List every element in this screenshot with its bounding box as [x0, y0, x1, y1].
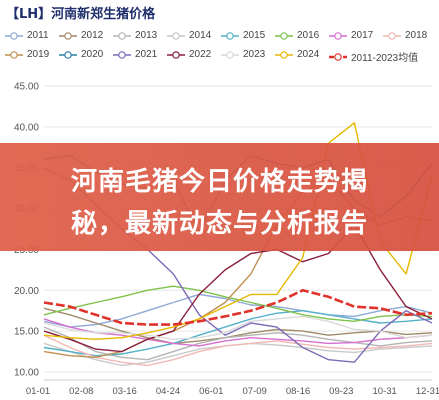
x-tick-label: 10-31: [373, 386, 397, 397]
legend-item: 2015: [220, 30, 265, 41]
headline-line-2: 秘，最新动态与分析报告: [70, 209, 368, 239]
x-tick-label: 03-16: [113, 386, 137, 397]
x-tick-label: 06-01: [199, 386, 223, 397]
legend-item: 2023: [220, 49, 265, 60]
series-line-2011: [43, 293, 433, 328]
x-tick-label: 04-24: [156, 386, 180, 397]
legend-label: 2019: [27, 49, 50, 60]
legend-item: 2013: [112, 30, 157, 41]
x-tick-label: 07-09: [243, 386, 267, 397]
legend-swatch: [275, 31, 293, 40]
legend-swatch: [167, 31, 185, 40]
legend-swatch: [275, 50, 293, 59]
legend-label: 2021: [135, 49, 158, 60]
legend-label: 2011: [27, 30, 49, 41]
x-tick-label: 01-01: [26, 386, 50, 397]
legend-swatch: [113, 31, 131, 40]
legend-swatch: [221, 31, 239, 40]
legend-item: 2024: [274, 49, 319, 60]
x-tick-label: 09-23: [329, 386, 353, 397]
legend-item: 2021: [112, 49, 157, 60]
legend-label: 2024: [297, 49, 320, 60]
legend-item: 2011-2023均值: [328, 49, 418, 64]
series-line-2018: [43, 334, 433, 367]
series-line-2012: [43, 307, 433, 345]
legend-swatch: [5, 50, 23, 59]
x-tick-label: 08-16: [286, 386, 310, 397]
headline-banner: 河南毛猪今日价格走势揭 秘，最新动态与分析报告: [0, 143, 439, 251]
legend-label: 2014: [189, 30, 212, 41]
y-tick-label: 45.00: [14, 82, 39, 93]
legend-swatch: [329, 52, 347, 61]
legend-label: 2018: [405, 30, 428, 41]
legend-item: 2016: [274, 30, 319, 41]
legend-label: 2022: [189, 49, 212, 60]
y-tick-label: 20.00: [14, 286, 39, 297]
legend-label: 2013: [135, 30, 158, 41]
y-tick-label: 15.00: [14, 327, 39, 338]
legend-swatch: [383, 31, 401, 40]
legend-swatch: [59, 31, 77, 40]
headline-line-1: 河南毛猪今日价格走势揭: [70, 167, 368, 197]
legend-swatch: [221, 50, 239, 59]
legend-item: 2022: [166, 49, 211, 60]
series-line-2016: [43, 285, 433, 322]
legend-label: 2016: [297, 30, 320, 41]
legend-item: 2017: [328, 30, 373, 41]
legend-label: 2020: [81, 49, 104, 60]
legend-swatch: [329, 31, 347, 40]
legend-item: 2014: [166, 30, 211, 41]
legend-swatch: [5, 31, 23, 40]
legend-swatch: [113, 50, 131, 59]
legend-item: 2018: [382, 30, 427, 41]
legend-item: 2012: [58, 30, 103, 41]
legend-label: 2015: [243, 30, 266, 41]
legend-swatch: [167, 50, 185, 59]
y-tick-label: 10.00: [14, 368, 39, 379]
y-tick-label: 40.00: [14, 122, 39, 133]
legend-label: 2023: [243, 49, 266, 60]
legend-label: 2017: [351, 30, 374, 41]
series-line-2023: [43, 315, 433, 340]
x-tick-label: 02-08: [69, 386, 93, 397]
series-line-2014: [43, 342, 433, 367]
legend-item: 2020: [58, 49, 103, 60]
legend-label: 2011-2023均值: [351, 53, 419, 64]
series-line-2017: [43, 318, 433, 347]
legend-swatch: [59, 50, 77, 59]
legend-item: 2011: [4, 30, 49, 41]
legend-item: 2019: [4, 49, 49, 60]
x-tick-label: 12-31: [416, 386, 439, 397]
legend-label: 2012: [81, 30, 104, 41]
series-line-2011-2023均值: [43, 288, 433, 326]
chart-title: 【LH】河南新郑生猪价格: [6, 7, 156, 22]
